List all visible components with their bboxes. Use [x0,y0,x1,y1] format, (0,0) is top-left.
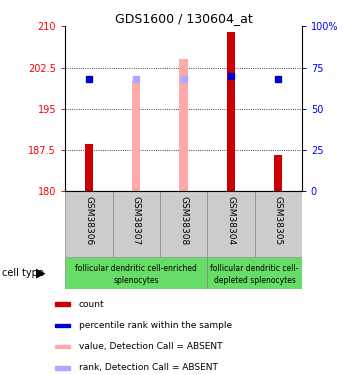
Text: rank, Detection Call = ABSENT: rank, Detection Call = ABSENT [79,363,218,372]
Text: value, Detection Call = ABSENT: value, Detection Call = ABSENT [79,342,222,351]
Text: cell type: cell type [2,268,44,278]
Bar [255,191,302,257]
Text: GSM38304: GSM38304 [226,196,235,246]
Bar [55,345,70,348]
Bar [55,324,70,327]
Bar [55,302,70,306]
Bar [227,32,235,191]
Text: follicular dendritic cell-: follicular dendritic cell- [210,264,299,273]
Text: ▶: ▶ [36,266,46,279]
Text: follicular dendritic cell-enriched: follicular dendritic cell-enriched [75,264,197,273]
Text: depleted splenocytes: depleted splenocytes [214,276,295,285]
Title: GDS1600 / 130604_at: GDS1600 / 130604_at [115,12,252,25]
Text: count: count [79,300,105,309]
Text: percentile rank within the sample: percentile rank within the sample [79,321,232,330]
Bar [274,156,282,191]
Bar [85,144,93,191]
Bar [132,81,140,191]
Bar [65,257,207,289]
Bar [207,257,302,289]
Text: GSM38305: GSM38305 [274,196,283,246]
Text: splenocytes: splenocytes [113,276,159,285]
Bar [65,191,113,257]
Bar [160,191,207,257]
Bar [207,191,255,257]
Bar [113,191,160,257]
Bar [55,366,70,370]
Text: GSM38308: GSM38308 [179,196,188,246]
Text: GSM38307: GSM38307 [132,196,141,246]
Text: GSM38306: GSM38306 [84,196,93,246]
Bar [179,59,188,191]
